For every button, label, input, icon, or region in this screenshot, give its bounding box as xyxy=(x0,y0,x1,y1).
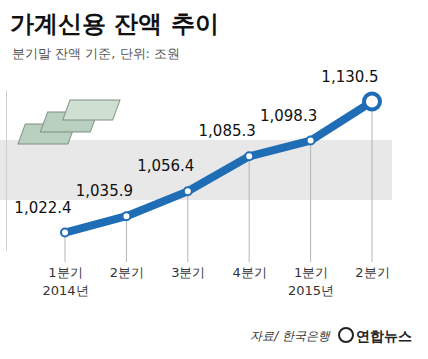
x-tick: 1분기 2015년 xyxy=(288,262,334,298)
x-tick-label-line: 2014년 xyxy=(42,283,88,298)
y-axis xyxy=(6,91,7,251)
data-label: 1,085.3 xyxy=(199,122,256,140)
x-tick-label: 1분기 2015년 xyxy=(288,265,334,298)
x-tick: 2분기 xyxy=(110,262,144,280)
data-label: 1,035.9 xyxy=(76,182,133,200)
x-tick-label-line: 3분기 xyxy=(171,265,205,280)
point xyxy=(245,152,253,160)
x-tick: 2분기 xyxy=(355,262,389,280)
point xyxy=(61,229,69,237)
x-tick-label-line: 1분기 xyxy=(48,265,82,280)
money-icon xyxy=(18,100,120,144)
x-tick-label-line: 2분기 xyxy=(355,265,389,280)
x-tick: 4분기 xyxy=(233,262,267,280)
x-tick-label-line: 4분기 xyxy=(233,265,267,280)
point xyxy=(184,187,192,195)
source: 자료/ 한국은행 xyxy=(250,329,331,343)
subtitle: 분기말 잔액 기준, 단위: 조원 xyxy=(12,46,180,61)
logo-mark xyxy=(339,328,353,342)
x-tick: 3분기 xyxy=(171,262,205,280)
drop-line xyxy=(126,216,127,262)
x-tick-label: 1분기 2014년 xyxy=(42,265,88,298)
point xyxy=(364,94,380,110)
x-tick-label: 2분기 xyxy=(355,265,389,280)
y-axis-line xyxy=(6,91,7,251)
title: 가계신용 잔액 추이 xyxy=(10,10,219,38)
plot-area xyxy=(61,94,380,237)
drop-line xyxy=(187,191,188,262)
x-axis-line xyxy=(66,262,373,263)
point xyxy=(307,137,315,145)
x-tick-label: 4분기 xyxy=(233,265,267,280)
data-labels: 1,022.4 1,035.91,056.4 1,085.31,098.3 1,130… xyxy=(14,68,378,217)
drop-line xyxy=(372,102,373,262)
drop-line xyxy=(310,141,311,262)
x-tick-label-line: 1분기 xyxy=(294,265,328,280)
x-tick-label: 2분기 xyxy=(110,265,144,280)
line xyxy=(65,102,372,233)
data-label: 1,098.3 xyxy=(260,107,317,125)
bill xyxy=(63,100,120,120)
drop-line xyxy=(249,156,250,262)
chart: 가계신용 잔액 추이분기말 잔액 기준, 단위: 조원 1분기 2014년 2분기 3분… xyxy=(0,0,428,359)
x-tick-label: 3분기 xyxy=(171,265,205,280)
data-label: 1,130.5 xyxy=(321,68,378,86)
credit: 연합뉴스 xyxy=(356,328,412,344)
point xyxy=(122,212,130,220)
x-tick-label-line: 2015년 xyxy=(288,283,334,298)
x-tick-label-line: 2분기 xyxy=(110,265,144,280)
data-label: 1,056.4 xyxy=(137,157,194,175)
x-axis: 1분기 2014년 2분기 3분기 4분기 1분기 2015년 2분기 xyxy=(42,262,389,298)
x-tick: 1분기 2014년 xyxy=(42,262,88,298)
data-label: 1,022.4 xyxy=(14,199,71,217)
drop-lines xyxy=(65,102,372,262)
